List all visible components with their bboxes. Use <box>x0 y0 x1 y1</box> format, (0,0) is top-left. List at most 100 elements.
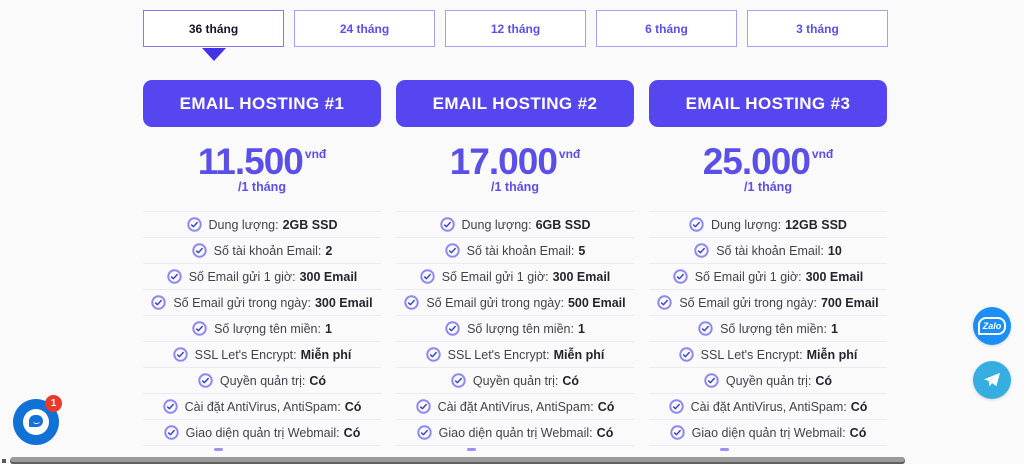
feature-row: Quyền quản trị: Có <box>143 368 381 394</box>
feature-value: 500 Email <box>567 295 626 310</box>
pricing-cards: EMAIL HOSTING #1 11.500 vnđ/1 tháng Dung lư… <box>143 80 887 451</box>
feature-value: Miễn phí <box>806 347 858 362</box>
tab-label: 6 tháng <box>645 21 688 36</box>
feature-value: 2GB SSD <box>282 217 338 232</box>
feature-row: SSL Let's Encrypt: Miễn phí <box>396 342 634 368</box>
tab-6-tháng[interactable]: 6 tháng <box>596 10 737 47</box>
check-circle-icon <box>163 425 179 440</box>
feature-label: Số lượng tên miền: <box>214 321 321 336</box>
check-circle-icon <box>151 295 167 310</box>
feature-value: Có <box>597 399 615 414</box>
price-period: /1 tháng <box>491 180 539 194</box>
feature-label: Số Email gửi 1 giờ: <box>694 269 802 284</box>
check-circle-icon <box>425 347 441 362</box>
feature-row: Dung lượng: 6GB SSD <box>396 212 634 238</box>
feature-row: Số Email gửi trong ngày: 700 Email <box>649 290 887 316</box>
feature-value: 1 <box>324 321 332 336</box>
check-circle-icon <box>694 243 709 258</box>
check-circle-icon <box>445 321 460 336</box>
plan-price: 17.000 vnđ <box>396 141 634 183</box>
pricing-card-1: EMAIL HOSTING #1 11.500 vnđ/1 tháng Dung lư… <box>143 80 381 451</box>
price-currency: vnđ <box>304 147 327 161</box>
check-circle-icon <box>172 347 188 362</box>
chat-widget-button[interactable]: 1 <box>13 395 62 445</box>
feature-label: Số lượng tên miền: <box>720 321 827 336</box>
zalo-button[interactable]: Zalo <box>973 307 1011 345</box>
check-circle-icon <box>669 425 685 440</box>
feature-list: Dung lượng: 6GB SSD Số tài khoản Email: 5 Số… <box>396 211 634 446</box>
check-circle-icon <box>416 425 432 440</box>
feature-label: SSL Let's Encrypt: <box>700 347 803 362</box>
check-circle-icon <box>673 269 688 284</box>
feature-row: Cài đặt AntiVirus, AntiSpam: Có <box>396 394 634 420</box>
tab-label: 3 tháng <box>796 21 839 36</box>
speech-bubble-icon <box>29 415 43 427</box>
feature-label: Số tài khoản Email: <box>716 243 824 258</box>
pricing-card-2: EMAIL HOSTING #2 17.000 vnđ/1 tháng Dung lư… <box>396 80 634 451</box>
check-circle-icon <box>186 217 202 232</box>
price-period: /1 tháng <box>238 180 286 194</box>
feature-list: Dung lượng: 12GB SSD Số tài khoản Email: 10… <box>649 211 887 446</box>
check-circle-icon <box>191 243 207 258</box>
feature-value: Có <box>849 425 867 440</box>
tab-24-tháng[interactable]: 24 tháng <box>294 10 435 47</box>
feature-label: Dung lượng: <box>711 217 782 232</box>
feature-value: 5 <box>578 243 586 258</box>
feature-label: Cài đặt AntiVirus, AntiSpam: <box>184 399 341 414</box>
plan-price: 11.500 vnđ <box>143 141 381 183</box>
check-circle-icon <box>162 399 178 414</box>
feature-row: SSL Let's Encrypt: Miễn phí <box>143 342 381 368</box>
feature-row: Cài đặt AntiVirus, AntiSpam: Có <box>649 394 887 420</box>
feature-row: Dung lượng: 12GB SSD <box>649 212 887 238</box>
feature-row: Số tài khoản Email: 5 <box>396 238 634 264</box>
feature-label: Quyền quản trị: <box>219 373 306 388</box>
tab-label: 24 tháng <box>339 21 390 36</box>
feature-row: SSL Let's Encrypt: Miễn phí <box>649 342 887 368</box>
horizontal-scrollbar-thumb[interactable] <box>10 457 905 464</box>
feature-value: 12GB SSD <box>785 217 847 232</box>
feature-label: Cài đặt AntiVirus, AntiSpam: <box>437 399 594 414</box>
tab-3-tháng[interactable]: 3 tháng <box>747 10 888 47</box>
tab-12-tháng[interactable]: 12 tháng <box>445 10 586 47</box>
price-value: 25.000 <box>702 141 811 182</box>
feature-row: Quyền quản trị: Có <box>649 368 887 394</box>
check-circle-icon <box>439 217 455 232</box>
tab-36-tháng[interactable]: 36 tháng <box>143 10 284 61</box>
check-circle-icon <box>689 217 704 232</box>
check-circle-icon <box>451 373 466 388</box>
check-circle-icon <box>657 295 673 310</box>
feature-label: SSL Let's Encrypt: <box>447 347 550 362</box>
pricing-card-3: EMAIL HOSTING #3 25.000 vnđ/1 tháng Dung lư… <box>649 80 887 451</box>
price-value: 11.500 <box>197 141 304 182</box>
feature-row: Số Email gửi 1 giờ: 300 Email <box>649 264 887 290</box>
feature-label: Giao diện quản trị Webmail: <box>691 425 846 440</box>
feature-label: Dung lượng: <box>208 217 279 232</box>
zalo-icon: Zalo <box>977 317 1007 335</box>
tab-label: 12 tháng <box>490 21 541 36</box>
messenger-chat-icon <box>23 409 49 435</box>
feature-label: Số tài khoản Email: <box>466 243 575 258</box>
feature-value: Có <box>309 373 327 388</box>
feature-row: Số Email gửi 1 giờ: 300 Email <box>143 264 381 290</box>
register-button-top-edge[interactable] <box>467 448 476 451</box>
feature-label: Giao diện quản trị Webmail: <box>438 425 593 440</box>
check-circle-icon <box>192 321 207 336</box>
duration-tabs: 36 tháng 24 tháng 12 tháng 6 tháng 3 tháng <box>143 10 888 61</box>
feature-list: Dung lượng: 2GB SSD Số tài khoản Email: 2 Số… <box>143 211 381 446</box>
check-circle-icon <box>704 373 719 388</box>
register-button-top-edge[interactable] <box>214 448 223 451</box>
feature-value: Có <box>596 425 614 440</box>
register-button-top-edge[interactable] <box>720 448 729 451</box>
feature-row: Cài đặt AntiVirus, AntiSpam: Có <box>143 394 381 420</box>
feature-value: Có <box>850 399 868 414</box>
feature-label: Giao diện quản trị Webmail: <box>185 425 340 440</box>
check-circle-icon <box>678 347 694 362</box>
check-circle-icon <box>444 243 460 258</box>
feature-label: Số tài khoản Email: <box>213 243 322 258</box>
check-circle-icon <box>198 373 213 388</box>
telegram-button[interactable] <box>973 361 1011 399</box>
feature-label: Quyền quản trị: <box>725 373 812 388</box>
feature-row: Số Email gửi trong ngày: 300 Email <box>143 290 381 316</box>
price-period: /1 tháng <box>744 180 792 194</box>
feature-value: 6GB SSD <box>535 217 591 232</box>
